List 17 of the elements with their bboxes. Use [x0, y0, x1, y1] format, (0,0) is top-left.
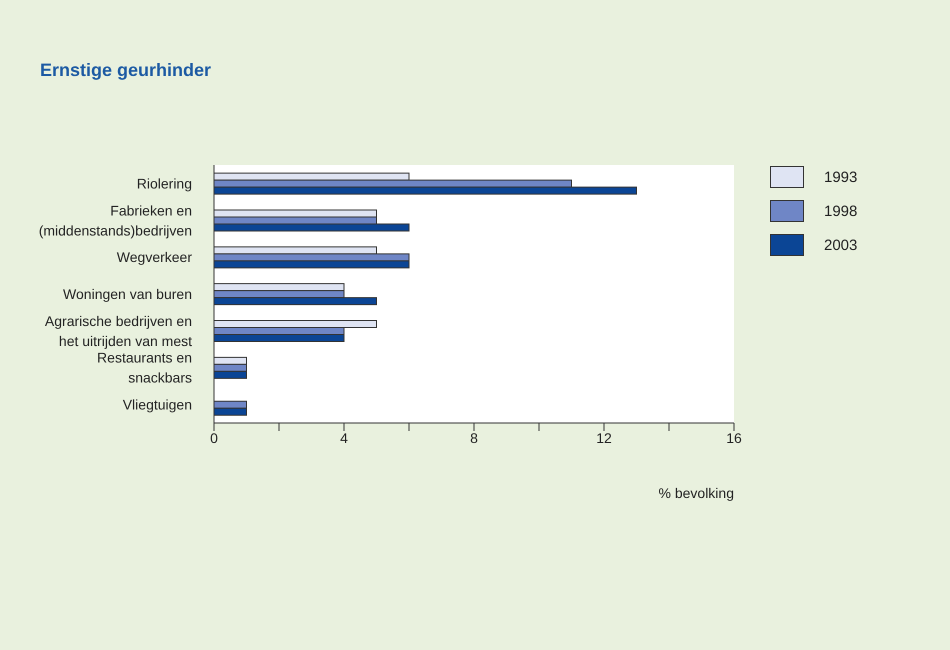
legend-label: 1993 [824, 168, 858, 186]
x-tick-label: 4 [340, 430, 348, 446]
y-tick-label: Fabrieken en (middenstands)bedrijven [38, 202, 192, 238]
x-tick-label: 12 [596, 430, 612, 446]
x-axis-title: % bevolking [658, 485, 734, 501]
chart-title: Ernstige geurhinder [40, 60, 212, 81]
legend-label: 2003 [824, 236, 858, 254]
y-tick-label: Vliegtuigen [122, 396, 192, 413]
y-tick-label: Riolering [136, 175, 192, 192]
legend-label: 1998 [824, 202, 858, 220]
x-tick-label: 0 [210, 430, 218, 446]
y-tick-label: Wegverkeer [116, 249, 192, 266]
y-tick-label: Agrarische bedrijven en het uitrijden van mest [44, 312, 192, 349]
x-tick-label: 8 [470, 430, 478, 446]
y-tick-label: Woningen van buren [63, 286, 192, 302]
x-tick-label: 16 [726, 430, 742, 446]
y-tick-label: Restaurants en snackbars [97, 350, 192, 386]
